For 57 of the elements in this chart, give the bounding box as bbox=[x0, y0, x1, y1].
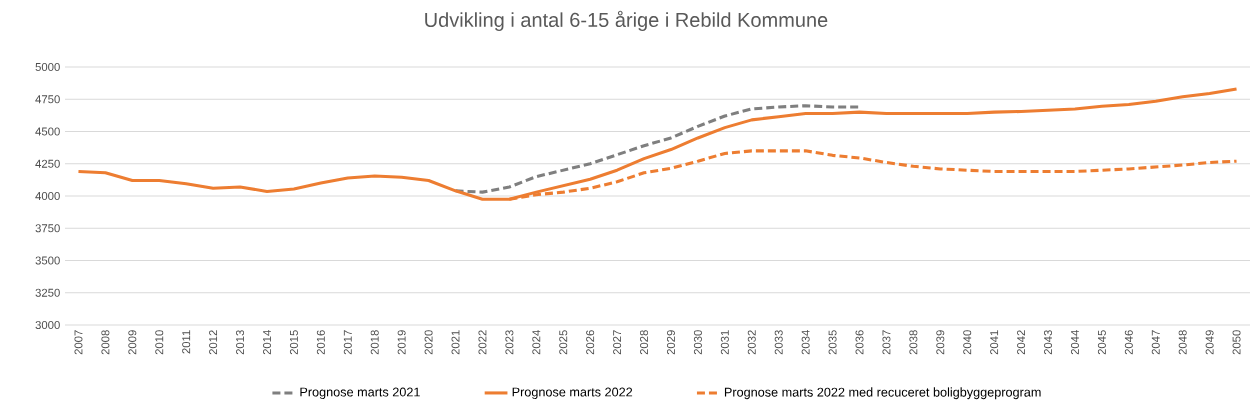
x-tick-label: 2016 bbox=[316, 330, 325, 355]
x-tick-label: 2034 bbox=[801, 330, 810, 355]
x-tick-label: 2024 bbox=[532, 330, 541, 355]
x-tick-label: 2027 bbox=[613, 330, 622, 355]
y-tick-label: 3750 bbox=[35, 224, 60, 233]
x-tick-label: 2035 bbox=[828, 330, 837, 355]
y-tick-label: 5000 bbox=[35, 62, 60, 71]
y-tick-label: 4750 bbox=[35, 95, 60, 104]
legend-label: Prognose marts 2022 bbox=[512, 387, 633, 400]
x-tick-label: 2043 bbox=[1044, 330, 1053, 355]
x-tick-label: 2028 bbox=[640, 330, 649, 355]
x-tick-label: 2040 bbox=[963, 330, 972, 355]
x-tick-label: 2015 bbox=[289, 330, 298, 355]
x-tick-label: 2018 bbox=[370, 330, 379, 355]
y-tick-label: 3500 bbox=[35, 256, 60, 265]
chart-title: Udvikling i antal 6-15 årige i Rebild Kommune bbox=[425, 10, 828, 31]
x-tick-label: 2019 bbox=[397, 330, 406, 355]
legend-label: Prognose marts 2021 bbox=[300, 387, 420, 400]
y-tick-label: 3000 bbox=[35, 321, 60, 330]
x-tick-label: 2039 bbox=[936, 330, 945, 355]
x-tick-label: 2012 bbox=[209, 330, 218, 355]
y-tick-label: 4000 bbox=[35, 191, 60, 200]
x-tick-label: 2042 bbox=[1017, 330, 1026, 355]
x-tick-label: 2008 bbox=[101, 330, 110, 355]
x-tick-label: 2007 bbox=[74, 330, 83, 355]
y-tick-label: 4250 bbox=[35, 159, 60, 168]
x-tick-label: 2020 bbox=[424, 330, 433, 355]
x-tick-label: 2041 bbox=[990, 330, 999, 355]
x-tick-label: 2009 bbox=[128, 330, 137, 355]
y-tick-label: 4500 bbox=[35, 127, 60, 136]
x-tick-label: 2010 bbox=[155, 330, 164, 355]
x-tick-label: 2031 bbox=[720, 330, 729, 355]
x-tick-label: 2048 bbox=[1178, 330, 1187, 355]
x-tick-label: 2047 bbox=[1151, 330, 1160, 355]
x-tick-label: 2025 bbox=[559, 330, 568, 355]
x-tick-label: 2030 bbox=[693, 330, 702, 355]
x-tick-label: 2046 bbox=[1124, 330, 1133, 355]
x-tick-label: 2033 bbox=[774, 330, 783, 355]
x-tick-label: 2013 bbox=[236, 330, 245, 355]
x-tick-label: 2037 bbox=[882, 330, 891, 355]
x-tick-label: 2032 bbox=[747, 330, 756, 355]
x-tick-label: 2044 bbox=[1070, 330, 1079, 355]
legend-label: Prognose marts 2022 med recuceret boligbyggeprogram bbox=[724, 387, 1041, 400]
x-tick-label: 2017 bbox=[343, 330, 352, 355]
x-tick-label: 2021 bbox=[451, 330, 460, 355]
x-tick-label: 2023 bbox=[505, 330, 514, 355]
x-tick-label: 2036 bbox=[855, 330, 864, 355]
x-tick-label: 2029 bbox=[666, 330, 675, 355]
x-tick-label: 2011 bbox=[182, 330, 191, 354]
y-tick-label: 3250 bbox=[35, 288, 60, 297]
x-tick-label: 2038 bbox=[909, 330, 918, 355]
x-tick-label: 2014 bbox=[262, 330, 271, 355]
x-tick-label: 2026 bbox=[586, 330, 595, 355]
x-tick-label: 2045 bbox=[1097, 330, 1106, 355]
x-tick-label: 2049 bbox=[1205, 330, 1214, 355]
x-tick-label: 2050 bbox=[1232, 330, 1241, 355]
x-tick-label: 2022 bbox=[478, 330, 487, 355]
